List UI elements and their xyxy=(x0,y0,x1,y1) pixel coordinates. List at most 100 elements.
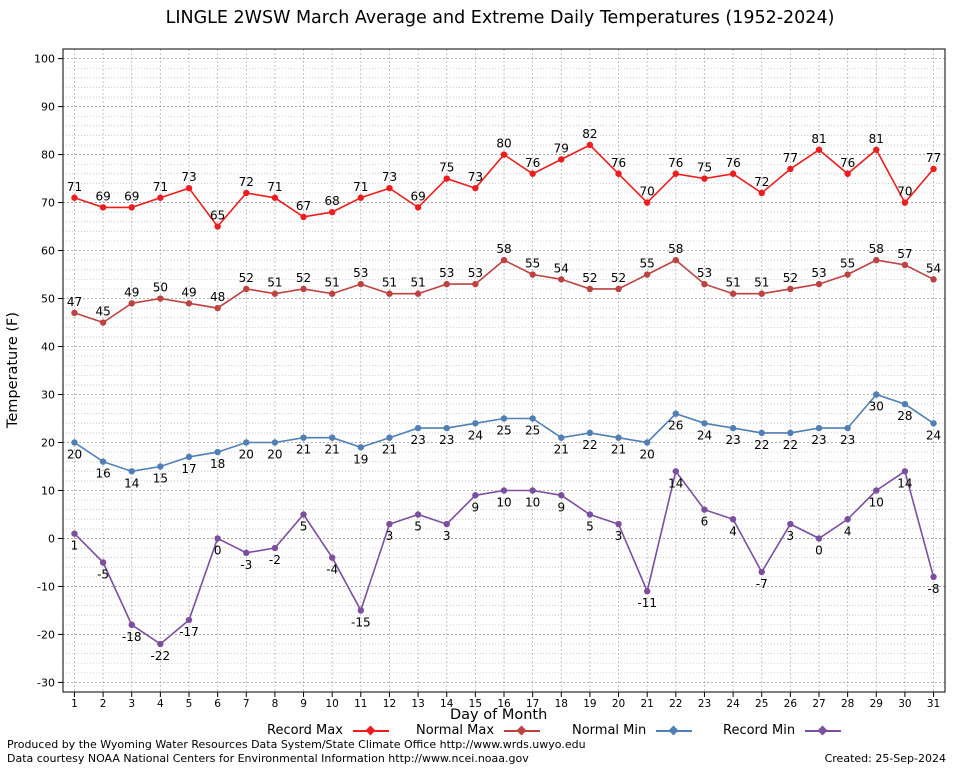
data-label-normal-min: 19 xyxy=(353,452,368,466)
y-tick-label: 80 xyxy=(41,149,55,162)
data-point-normal-min xyxy=(386,434,393,441)
data-label-normal-max: 54 xyxy=(554,261,569,275)
data-point-normal-max xyxy=(672,256,680,264)
data-point-record-max xyxy=(386,184,393,192)
x-tick-label: 8 xyxy=(272,698,279,710)
data-label-normal-min: 21 xyxy=(554,443,569,457)
data-label-record-min: 1 xyxy=(71,539,79,553)
x-tick-label: 25 xyxy=(755,698,768,710)
y-tick-label: 30 xyxy=(41,388,55,401)
data-point-record-max xyxy=(873,146,880,153)
data-label-record-min: -4 xyxy=(326,563,338,577)
data-point-record-min xyxy=(71,530,78,537)
data-point-normal-max xyxy=(729,290,737,297)
data-point-normal-min xyxy=(930,420,937,427)
data-point-normal-max xyxy=(157,295,164,302)
data-point-normal-min xyxy=(529,415,536,422)
data-label-record-max: 73 xyxy=(468,170,483,184)
x-tick-label: 23 xyxy=(698,698,711,710)
data-label-record-min: -22 xyxy=(151,649,171,663)
x-tick-label: 21 xyxy=(640,698,653,710)
data-label-record-min: 3 xyxy=(386,529,394,543)
data-point-normal-max xyxy=(71,309,78,317)
data-label-record-max: 70 xyxy=(640,185,655,199)
data-point-normal-max xyxy=(901,261,909,269)
data-point-normal-max xyxy=(701,280,708,288)
data-point-record-max xyxy=(271,194,279,201)
data-label-record-min: -7 xyxy=(756,577,768,591)
data-label-normal-min: 22 xyxy=(754,438,769,452)
data-point-record-max xyxy=(214,223,221,230)
data-point-normal-min xyxy=(701,420,708,427)
data-label-record-min: -17 xyxy=(179,625,199,639)
legend-swatch-normal-max xyxy=(504,724,541,738)
data-label-normal-min: 24 xyxy=(926,428,941,442)
data-label-normal-min: 16 xyxy=(95,467,110,481)
data-point-normal-min xyxy=(615,434,622,441)
data-point-record-min xyxy=(157,640,164,648)
data-point-record-min xyxy=(271,544,279,552)
data-label-record-min: -15 xyxy=(351,615,371,629)
data-label-normal-min: 25 xyxy=(496,423,511,437)
data-label-normal-max: 53 xyxy=(468,266,483,280)
data-point-record-min xyxy=(729,516,737,523)
data-point-record-min xyxy=(844,516,851,523)
data-label-normal-max: 52 xyxy=(296,271,311,285)
legend-record-min: Record Min xyxy=(723,723,842,738)
data-label-record-min: 10 xyxy=(869,495,884,509)
data-point-normal-max xyxy=(844,271,851,278)
data-point-record-max xyxy=(901,199,909,206)
data-label-record-min: -8 xyxy=(928,582,940,596)
y-tick-label: 20 xyxy=(41,436,55,449)
x-tick-label: 24 xyxy=(726,698,740,710)
data-point-record-max xyxy=(328,208,336,216)
data-point-normal-max xyxy=(815,280,823,288)
data-point-record-min xyxy=(243,549,250,557)
data-label-record-max: 79 xyxy=(554,141,569,155)
data-point-normal-max xyxy=(443,280,450,288)
data-point-record-max xyxy=(529,170,536,177)
data-label-record-min: 6 xyxy=(701,515,709,529)
data-label-record-max: 72 xyxy=(239,175,254,189)
x-tick-label: 4 xyxy=(157,698,164,710)
x-axis-label: Day of Month xyxy=(450,707,548,723)
data-label-record-max: 73 xyxy=(382,170,397,184)
data-label-normal-max: 51 xyxy=(382,276,397,290)
data-label-record-max: 69 xyxy=(124,189,139,203)
data-point-normal-min xyxy=(300,434,307,441)
data-point-normal-max xyxy=(414,290,422,297)
data-label-normal-max: 49 xyxy=(181,285,196,299)
x-tick-label: 6 xyxy=(214,698,221,710)
data-label-normal-max: 52 xyxy=(239,271,254,285)
x-tick-label: 2 xyxy=(100,698,107,710)
data-point-normal-min xyxy=(128,468,135,475)
data-label-record-max: 71 xyxy=(267,180,282,194)
data-label-normal-min: 21 xyxy=(325,443,340,457)
data-point-normal-min xyxy=(500,415,508,422)
data-label-normal-min: 14 xyxy=(124,476,139,490)
data-point-normal-max xyxy=(243,285,250,293)
x-tick-label: 14 xyxy=(440,698,454,710)
data-point-record-min xyxy=(758,568,765,576)
data-label-normal-min: 18 xyxy=(210,457,225,471)
data-label-normal-min: 20 xyxy=(267,447,282,461)
y-tick-label: 10 xyxy=(41,484,55,497)
data-point-record-min xyxy=(815,535,823,542)
data-label-record-min: 5 xyxy=(414,519,422,533)
data-label-record-min: -3 xyxy=(240,558,252,572)
data-label-normal-max: 51 xyxy=(725,276,740,290)
data-point-normal-max xyxy=(99,319,107,326)
data-label-normal-min: 28 xyxy=(897,409,912,423)
data-label-record-min: 3 xyxy=(787,529,795,543)
data-point-record-min xyxy=(300,511,307,518)
legend-label: Record Min xyxy=(723,723,796,738)
data-label-normal-min: 23 xyxy=(725,433,740,447)
data-label-normal-max: 55 xyxy=(640,257,655,271)
data-label-normal-max: 53 xyxy=(811,266,826,280)
x-tick-label: 9 xyxy=(300,698,307,710)
data-label-normal-max: 51 xyxy=(410,276,425,290)
data-label-record-max: 81 xyxy=(811,132,826,146)
data-label-record-min: -11 xyxy=(637,596,657,610)
data-label-normal-max: 54 xyxy=(926,261,941,275)
